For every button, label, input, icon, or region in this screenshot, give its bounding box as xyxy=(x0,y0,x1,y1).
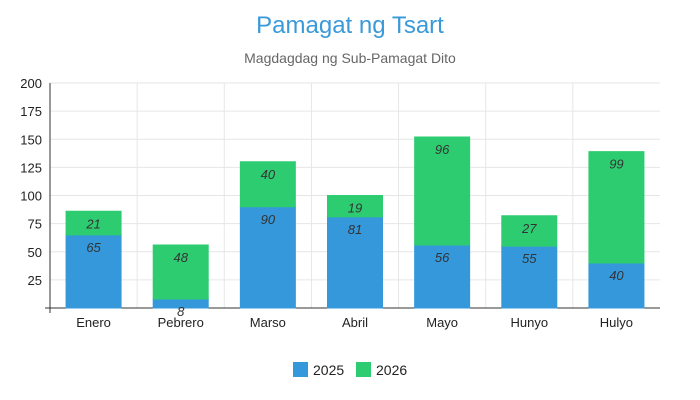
legend-label: 2025 xyxy=(313,362,344,378)
data-label: 96 xyxy=(435,142,450,157)
data-label: 40 xyxy=(609,268,624,283)
bar-segment-2025 xyxy=(414,244,471,309)
bar-segment-2026 xyxy=(65,210,122,236)
y-tick-label: 25 xyxy=(28,273,42,288)
y-tick-label: 200 xyxy=(20,76,42,91)
data-label: 81 xyxy=(348,222,362,237)
bar-segment-2026 xyxy=(327,195,383,218)
data-label: 48 xyxy=(173,250,188,265)
bar-segment-2026 xyxy=(588,151,645,264)
data-label: 27 xyxy=(521,221,537,236)
legend-swatch-2025 xyxy=(293,362,308,377)
data-label: 21 xyxy=(85,216,100,231)
bar-segment-2026 xyxy=(152,244,209,300)
data-label: 56 xyxy=(435,250,450,265)
x-tick-label: Marso xyxy=(250,315,286,330)
x-tick-label: Mayo xyxy=(426,315,458,330)
bar-segment-2026 xyxy=(414,136,471,246)
data-label: 8 xyxy=(177,304,185,319)
bar-segment-2025 xyxy=(588,262,645,309)
data-label: 55 xyxy=(522,251,537,266)
legend-swatch-2026 xyxy=(356,362,371,377)
x-tick-label: Hunyo xyxy=(510,315,548,330)
data-label: 40 xyxy=(261,167,276,182)
legend-label: 2026 xyxy=(376,362,407,378)
chart-subtitle: Magdagdag ng Sub-Pamagat Dito xyxy=(244,50,456,66)
chart-title: Pamagat ng Tsart xyxy=(256,12,444,39)
bar-segment-2025 xyxy=(501,245,558,309)
x-tick-label: Pebrero xyxy=(158,315,204,330)
data-label: 65 xyxy=(86,240,101,255)
data-label: 90 xyxy=(261,212,276,227)
y-tick-label: 175 xyxy=(20,104,42,119)
data-label: 99 xyxy=(609,157,623,172)
x-tick-label: Enero xyxy=(76,315,111,330)
x-tick-label: Hulyo xyxy=(600,315,633,330)
bar-segment-2026 xyxy=(501,215,558,247)
y-tick-label: 75 xyxy=(28,217,42,232)
y-tick-label: 125 xyxy=(20,160,42,175)
y-tick-label: 50 xyxy=(28,245,42,260)
y-tick-label: 100 xyxy=(20,189,42,204)
x-tick-label: Abril xyxy=(342,315,368,330)
data-label: 19 xyxy=(348,201,362,216)
bar-segment-2025 xyxy=(239,206,296,309)
y-tick-label: 150 xyxy=(20,132,42,147)
bar-segment-2026 xyxy=(239,161,296,208)
